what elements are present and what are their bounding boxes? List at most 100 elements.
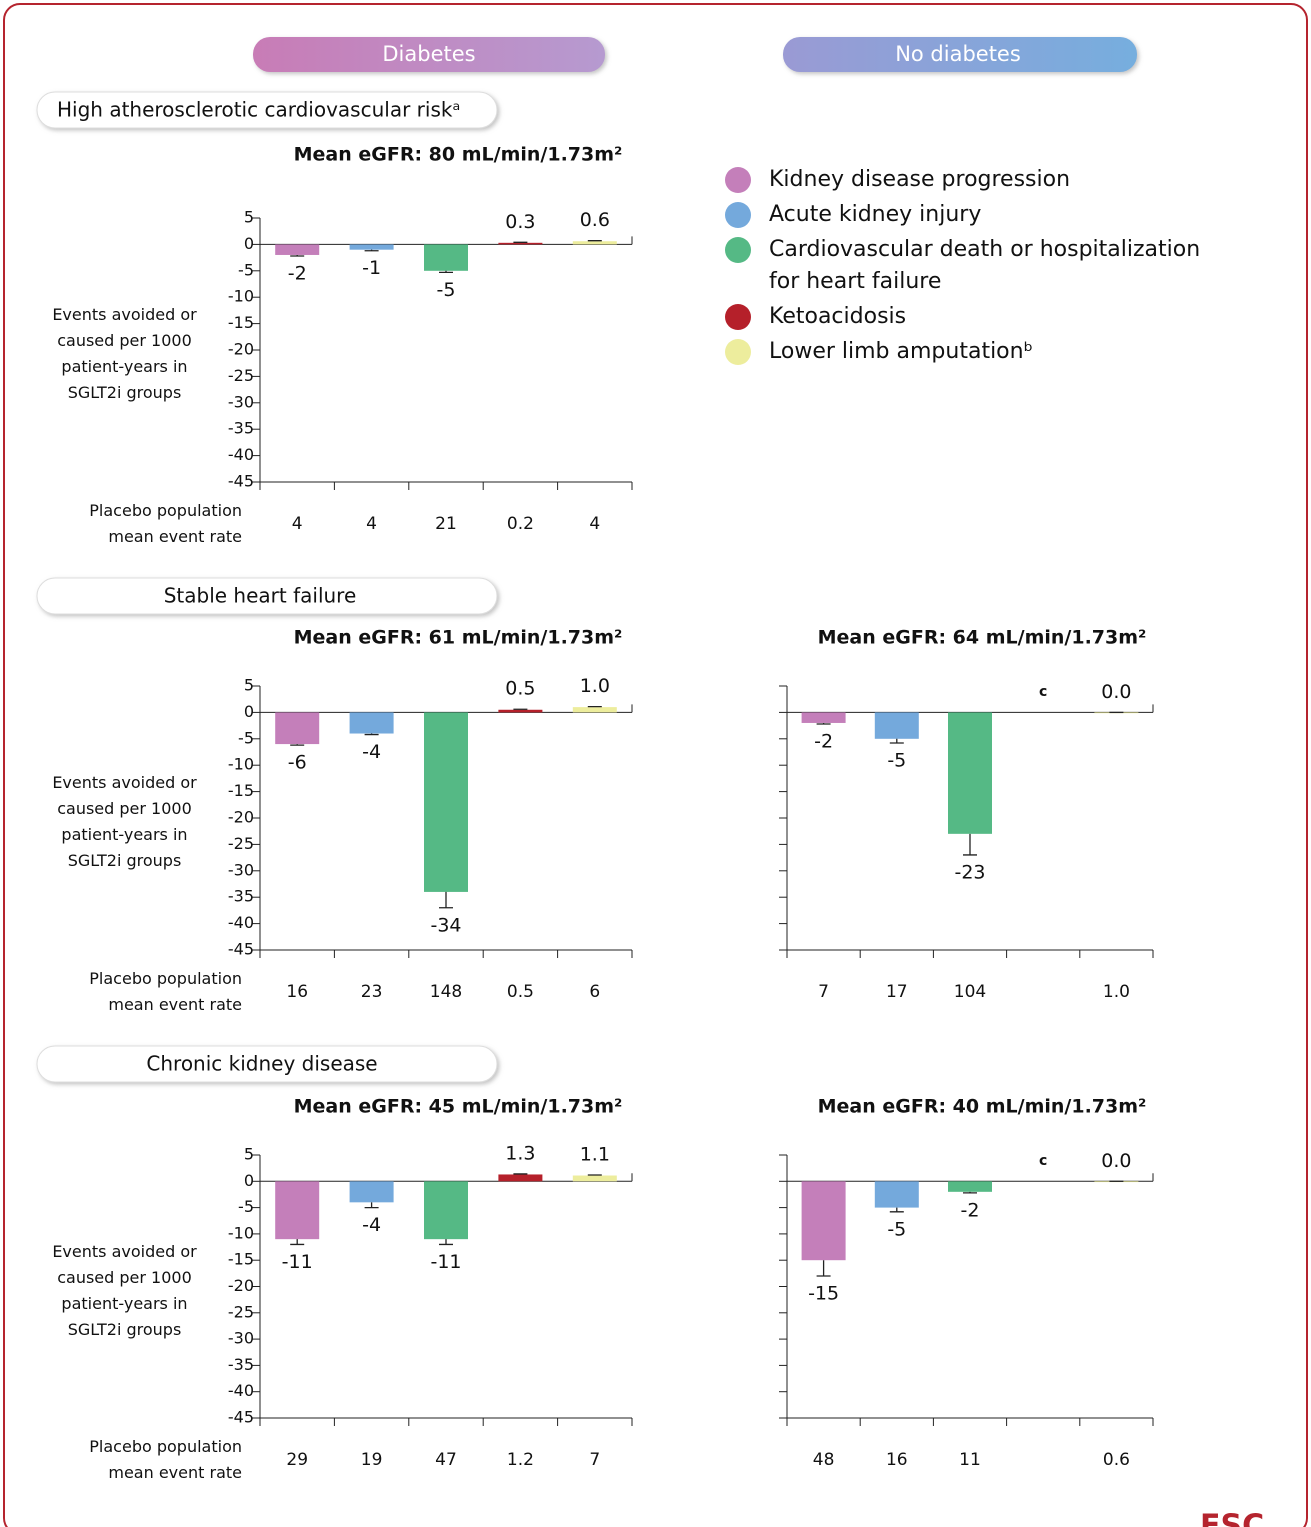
value-label: -5 [887, 1218, 906, 1240]
placebo-rate: 1.2 [507, 1450, 534, 1470]
bar [275, 1181, 320, 1240]
error-bar [889, 738, 904, 744]
value-label: 1.3 [505, 1142, 535, 1164]
legend-label: Kidney disease progression [769, 167, 1071, 192]
x-axis-label: Placebo population mean event rate [89, 969, 242, 1014]
x-axis-label: Placebo population mean event rate [89, 501, 242, 546]
placebo-rate: 23 [361, 982, 383, 1002]
value-label: 0.6 [580, 209, 610, 231]
bar [948, 712, 992, 834]
section-pill [36, 577, 498, 615]
group-label: Diabetes [382, 42, 475, 66]
bar [424, 244, 468, 271]
value-label: 0.5 [505, 678, 535, 700]
y-tick-label: -5 [238, 260, 254, 279]
placebo-rate: 0.2 [507, 514, 534, 534]
y-tick-label: -20 [228, 1276, 254, 1295]
error-bar [513, 241, 528, 243]
placebo-rate: 47 [435, 1450, 457, 1470]
section-pill [36, 91, 498, 129]
y-tick-label: -5 [238, 1197, 254, 1216]
value-label: -6 [288, 752, 307, 774]
bar [349, 244, 394, 250]
value-label: -2 [814, 731, 833, 753]
value-label: -2 [288, 263, 307, 285]
placebo-rate: 4 [292, 514, 303, 534]
placebo-rate: 4 [589, 514, 600, 534]
legend-label: Acute kidney injury [769, 202, 982, 227]
error-bar [963, 833, 977, 856]
error-bar [290, 744, 305, 746]
y-tick-label: -40 [228, 913, 254, 932]
error-bar [587, 705, 602, 708]
legend-swatch [725, 202, 751, 228]
bar [424, 1181, 468, 1240]
value-label: -11 [430, 1251, 461, 1273]
note: c [1039, 684, 1047, 700]
y-tick-label: -30 [228, 392, 254, 411]
legend-swatch [725, 237, 751, 263]
error-bar [513, 1173, 528, 1175]
note: c [1039, 1153, 1047, 1169]
legend-swatch [725, 304, 751, 330]
error-bar [290, 1239, 305, 1246]
value-label: 0.0 [1101, 681, 1131, 703]
chart-title: Mean eGFR: 45 mL/min/1.73m² [294, 1096, 623, 1118]
bar [572, 241, 617, 245]
y-tick-label: 0 [244, 1171, 254, 1190]
legend-swatch [725, 339, 751, 365]
value-label: -15 [808, 1282, 839, 1304]
y-tick-label: -45 [228, 472, 254, 491]
y-tick-label: -15 [228, 1250, 254, 1269]
y-tick-label: -40 [228, 1381, 254, 1400]
bar [801, 1181, 846, 1261]
y-tick-label: -25 [228, 834, 254, 853]
y-tick-label: 0 [244, 702, 254, 721]
chart-title: Mean eGFR: 61 mL/min/1.73m² [294, 627, 623, 649]
value-label: -5 [437, 279, 456, 301]
placebo-rate: 0.5 [507, 982, 534, 1002]
bar [275, 712, 320, 745]
error-bar [439, 1239, 453, 1246]
placebo-rate: 21 [435, 514, 457, 534]
error-bar [816, 722, 831, 725]
y-tick-label: -35 [228, 1355, 254, 1374]
placebo-rate: 7 [818, 982, 829, 1002]
placebo-rate: 17 [886, 982, 908, 1002]
legend-swatch [725, 167, 751, 193]
value-label: 0.0 [1101, 1150, 1131, 1172]
value-label: -1 [362, 257, 381, 279]
y-tick-label: -15 [228, 781, 254, 800]
section-label: Chronic kidney disease [146, 1052, 377, 1076]
error-bar [364, 733, 379, 736]
y-tick-label: -10 [228, 287, 254, 306]
error-bar [364, 1202, 379, 1209]
placebo-rate: 16 [286, 982, 308, 1002]
y-axis-label: Events avoided or caused per 1000 patien… [52, 305, 197, 402]
placebo-rate: 16 [886, 1450, 908, 1470]
value-label: -5 [887, 750, 906, 772]
group-pill [783, 37, 1137, 72]
error-bar [290, 254, 305, 257]
y-tick-label: -45 [228, 940, 254, 959]
y-tick-label: -40 [228, 445, 254, 464]
y-tick-label: -35 [228, 887, 254, 906]
bar [424, 712, 468, 892]
error-bar [439, 270, 453, 274]
value-label: -34 [430, 914, 461, 936]
y-tick-label: -20 [228, 340, 254, 359]
y-axis-label: Events avoided or caused per 1000 patien… [52, 1241, 197, 1339]
value-label: -4 [362, 1214, 381, 1236]
value-label: -11 [282, 1251, 313, 1273]
section-label: Stable heart failure [164, 584, 357, 608]
group-pill [253, 37, 605, 72]
bar [498, 242, 543, 245]
y-tick-label: -5 [238, 728, 254, 747]
legend-label: Lower limb amputationᵇ [769, 339, 1033, 364]
placebo-rate: 7 [589, 1450, 600, 1470]
y-axis-label: Events avoided or caused per 1000 patien… [52, 773, 197, 870]
value-label: -23 [954, 861, 985, 883]
error-bar [439, 891, 453, 909]
y-tick-label: -25 [228, 366, 254, 385]
